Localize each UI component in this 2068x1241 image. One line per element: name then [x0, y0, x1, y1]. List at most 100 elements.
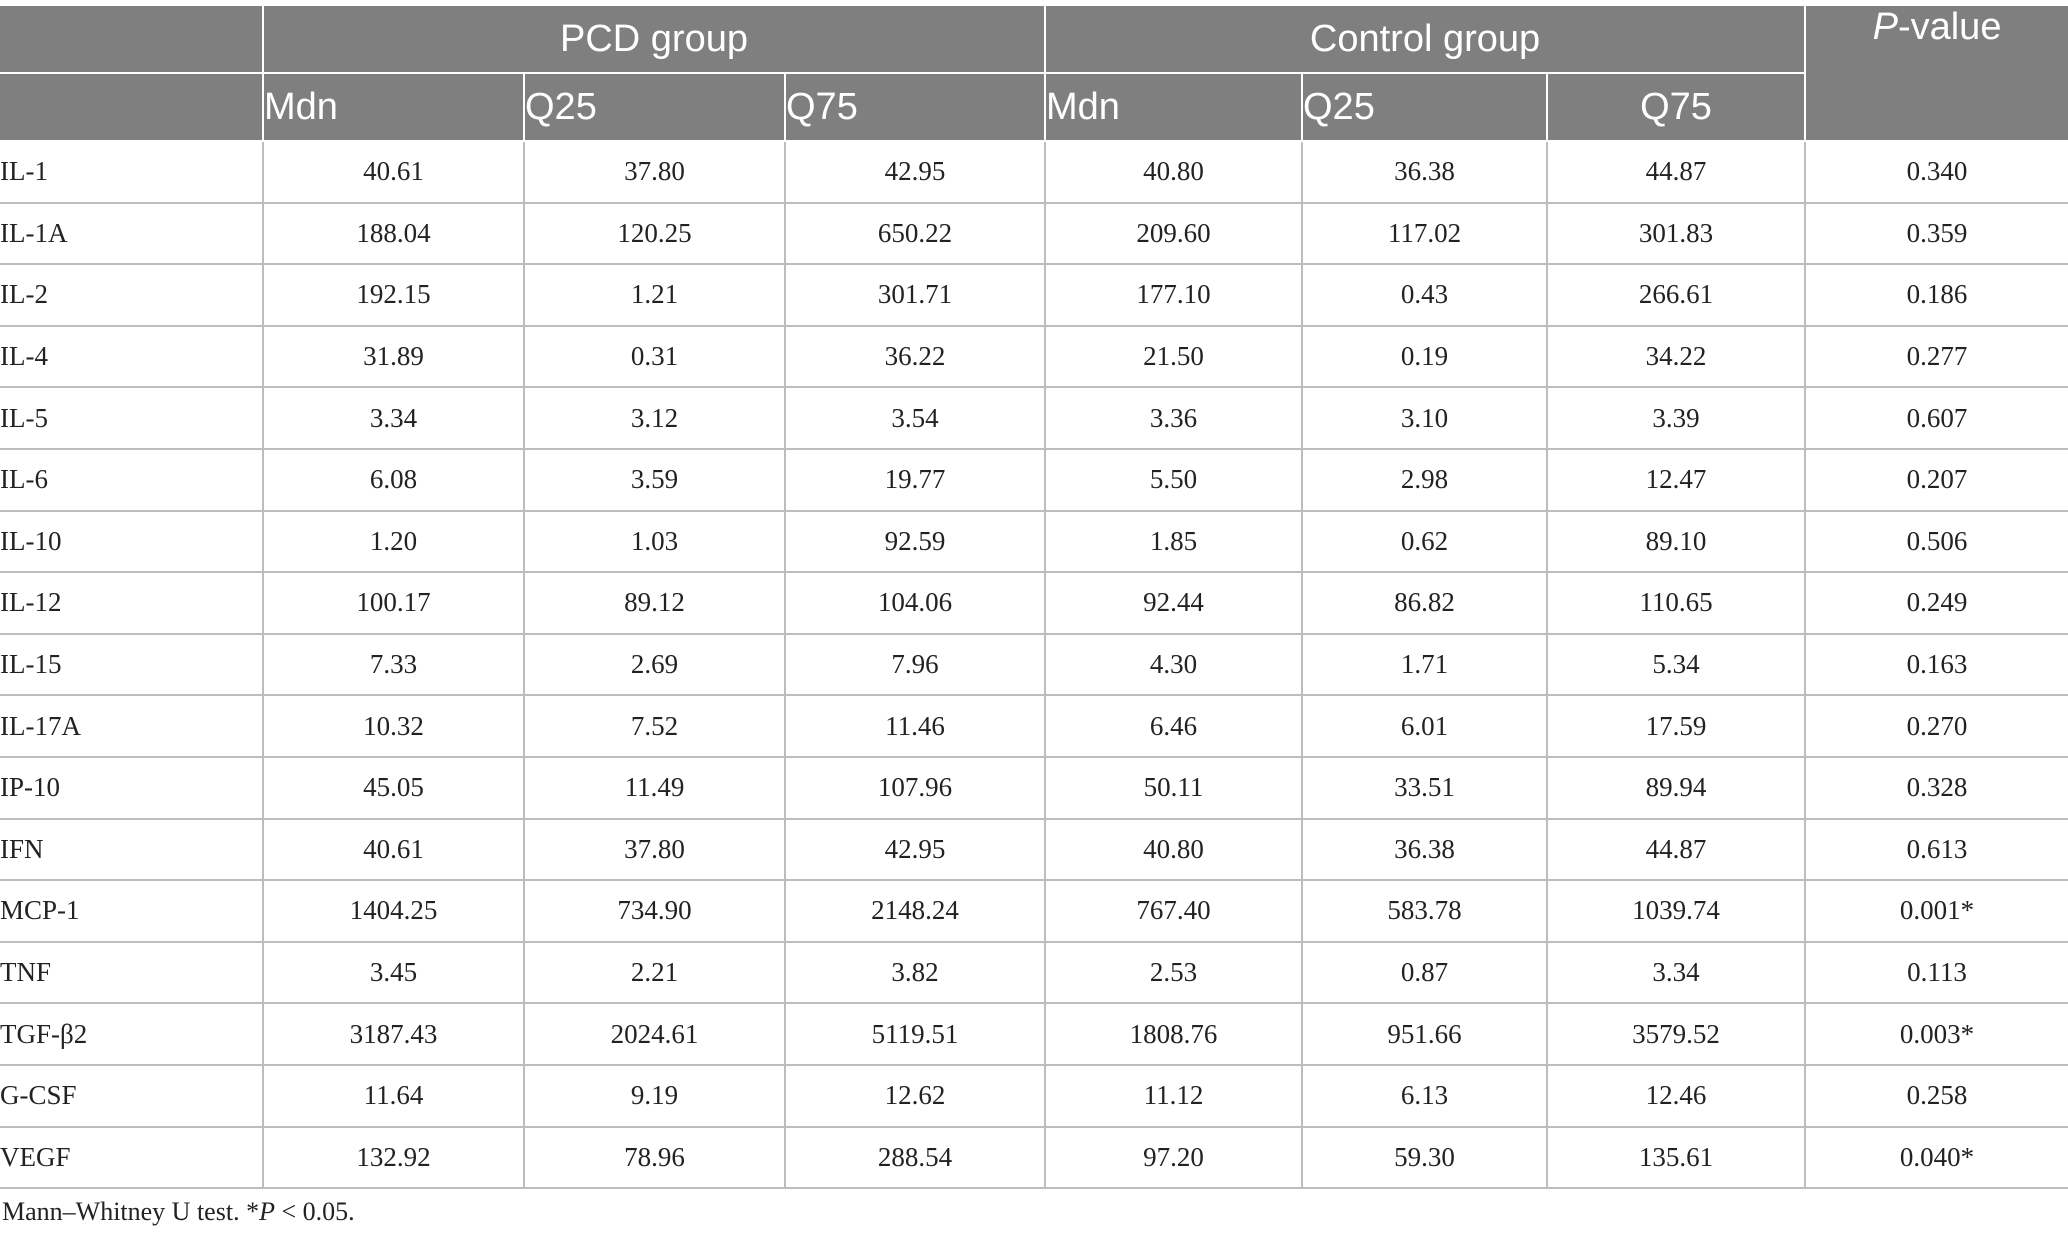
cytokine-name: IL-17A	[0, 694, 264, 758]
pcd-q25-cell: 0.31	[523, 324, 786, 389]
pcd-mdn-cell: 3.45	[262, 940, 525, 1005]
footnote-threshold: < 0.05.	[274, 1197, 355, 1226]
pcd-q75-cell: 42.95	[784, 817, 1046, 882]
table-row: VEGF 132.92 78.96 288.54 97.20 59.30 135.61 0.0…	[0, 1125, 2068, 1190]
control-q75-cell: 44.87	[1545, 817, 1807, 882]
control-q75-cell: 301.83	[1545, 201, 1807, 266]
cytokine-table: PCD group Control group P-value Mdn Q25 …	[0, 4, 2068, 1190]
table-row: MCP-1 1404.25 734.90 2148.24 767.40 583.78 103…	[0, 879, 2068, 943]
table-row: IL-1 40.61 37.80 42.95 40.80 36.38 44.87 0.340	[0, 141, 2068, 204]
cytokine-name: IL-15	[0, 632, 264, 697]
pcd-q75-cell: 42.95	[784, 141, 1046, 204]
control-mdn-cell: 50.11	[1044, 755, 1303, 820]
control-mdn-cell: 4.30	[1044, 632, 1303, 697]
control-mdn-cell: 11.12	[1044, 1063, 1303, 1128]
cytokine-name: IP-10	[0, 755, 264, 820]
pcd-q25-cell: 120.25	[523, 201, 786, 266]
pcd-q75-cell: 3.82	[784, 940, 1046, 1005]
control-q75-cell: 3.34	[1545, 940, 1807, 1005]
pcd-q25-cell: 1.03	[523, 509, 786, 574]
control-mdn-cell: 209.60	[1044, 201, 1303, 266]
pcd-q25-cell: 2.21	[523, 940, 786, 1005]
table-row: IFN 40.61 37.80 42.95 40.80 36.38 44.87 0.613	[0, 817, 2068, 882]
pcd-q25-cell: 3.12	[523, 386, 786, 450]
control-q25-cell: 583.78	[1301, 879, 1548, 943]
control-mdn-cell: 5.50	[1044, 447, 1303, 512]
pcd-mdn-cell: 1404.25	[262, 879, 525, 943]
footnote-test: Mann–Whitney U test. *	[2, 1197, 260, 1226]
pcd-q25-cell: 734.90	[523, 879, 786, 943]
footnote-p-letter: P	[259, 1197, 275, 1226]
pcd-mdn-cell: 7.33	[262, 632, 525, 697]
pcd-mdn-cell: 10.32	[262, 694, 525, 758]
table-row: G-CSF 11.64 9.19 12.62 11.12 6.13 12.46 0.258	[0, 1063, 2068, 1128]
pcd-q25-cell: 9.19	[523, 1063, 786, 1128]
p-value-cell: 0.003*	[1804, 1002, 2068, 1066]
control-mdn-cell: 3.36	[1044, 386, 1303, 450]
header-row-groups: PCD group Control group P-value	[0, 4, 2068, 142]
pcd-mdn-cell: 40.61	[262, 817, 525, 882]
control-q25-cell: 0.87	[1301, 940, 1548, 1005]
table-row: IL-15 7.33 2.69 7.96 4.30 1.71 5.34 0.163	[0, 632, 2068, 697]
control-mdn-cell: 177.10	[1044, 263, 1303, 327]
pcd-mdn-cell: 11.64	[262, 1063, 525, 1128]
pcd-mdn-cell: 100.17	[262, 571, 525, 635]
control-mdn-cell: 2.53	[1044, 940, 1303, 1005]
pcd-mdn-cell: 1.20	[262, 509, 525, 574]
header-p-letter: P	[1872, 6, 1898, 48]
pcd-q75-cell: 11.46	[784, 694, 1046, 758]
control-q25-cell: 59.30	[1301, 1125, 1548, 1190]
pcd-q75-cell: 36.22	[784, 324, 1046, 389]
control-q25-cell: 36.38	[1301, 817, 1548, 882]
pcd-q25-cell: 37.80	[523, 141, 786, 204]
header-pcd-q25: Q25	[523, 72, 786, 142]
control-q75-cell: 89.10	[1545, 509, 1807, 574]
p-value-cell: 0.186	[1804, 263, 2068, 327]
p-value-cell: 0.163	[1804, 632, 2068, 697]
p-value-cell: 0.270	[1804, 694, 2068, 758]
pcd-q25-cell: 2.69	[523, 632, 786, 697]
control-q25-cell: 3.10	[1301, 386, 1548, 450]
control-mdn-cell: 92.44	[1044, 571, 1303, 635]
cytokine-name: IL-1	[0, 141, 264, 204]
control-q75-cell: 135.61	[1545, 1125, 1807, 1190]
cytokine-name: IFN	[0, 817, 264, 882]
control-q25-cell: 1.71	[1301, 632, 1548, 697]
control-q25-cell: 0.43	[1301, 263, 1548, 327]
p-value-cell: 0.249	[1804, 571, 2068, 635]
cytokine-name: IL-4	[0, 324, 264, 389]
control-q75-cell: 110.65	[1545, 571, 1807, 635]
p-value-cell: 0.359	[1804, 201, 2068, 266]
control-q75-cell: 89.94	[1545, 755, 1807, 820]
control-q25-cell: 36.38	[1301, 141, 1548, 204]
pcd-mdn-cell: 192.15	[262, 263, 525, 327]
table-footnote: Mann–Whitney U test. *P < 0.05.	[2, 1197, 355, 1227]
cytokine-name: IL-1A	[0, 201, 264, 266]
pcd-mdn-cell: 45.05	[262, 755, 525, 820]
cytokine-name: VEGF	[0, 1125, 264, 1190]
pcd-q75-cell: 288.54	[784, 1125, 1046, 1190]
cytokine-name: MCP-1	[0, 879, 264, 943]
p-value-cell: 0.040*	[1804, 1125, 2068, 1190]
cytokine-name: IL-2	[0, 263, 264, 327]
control-mdn-cell: 767.40	[1044, 879, 1303, 943]
p-value-cell: 0.207	[1804, 447, 2068, 512]
control-q75-cell: 5.34	[1545, 632, 1807, 697]
cytokine-name: TNF	[0, 940, 264, 1005]
pcd-q75-cell: 2148.24	[784, 879, 1046, 943]
header-control-group: Control group	[1043, 4, 1807, 74]
control-q75-cell: 34.22	[1545, 324, 1807, 389]
pcd-q75-cell: 301.71	[784, 263, 1046, 327]
pcd-q25-cell: 89.12	[523, 571, 786, 635]
pcd-q75-cell: 104.06	[784, 571, 1046, 635]
header-p-rest: -value	[1897, 6, 2002, 48]
control-q25-cell: 0.19	[1301, 324, 1548, 389]
header-pcd-mdn: Mdn	[262, 72, 525, 142]
pcd-mdn-cell: 3187.43	[262, 1002, 525, 1066]
table-row: TNF 3.45 2.21 3.82 2.53 0.87 3.34 0.113	[0, 940, 2068, 1005]
table-body: IL-1 40.61 37.80 42.95 40.80 36.38 44.87 0.340 I…	[0, 141, 2068, 1190]
pcd-q75-cell: 12.62	[784, 1063, 1046, 1128]
table-row: IL-5 3.34 3.12 3.54 3.36 3.10 3.39 0.607	[0, 386, 2068, 450]
pcd-mdn-cell: 188.04	[262, 201, 525, 266]
table-row: TGF-β2 3187.43 2024.61 5119.51 1808.76 951.66…	[0, 1002, 2068, 1066]
